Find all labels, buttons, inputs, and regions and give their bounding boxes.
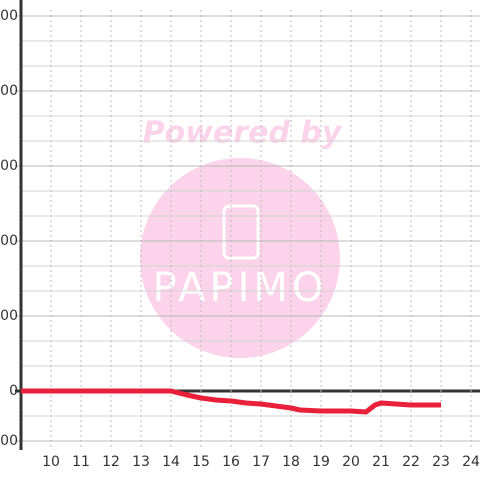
x-tick-label: 19 xyxy=(312,454,330,470)
line-series xyxy=(21,388,441,415)
x-tick-label: 18 xyxy=(282,454,300,470)
x-tick-label: 14 xyxy=(162,454,180,470)
y-tick-label: 150,000 xyxy=(0,8,18,24)
x-tick-label: 13 xyxy=(132,454,150,470)
watermark-logo: PAPIMO xyxy=(153,265,328,311)
y-tick-label: 30,000 xyxy=(0,308,18,324)
x-tick-label: 21 xyxy=(372,454,390,470)
plot xyxy=(21,388,441,415)
watermark: Powered by PAPIMO xyxy=(140,116,343,358)
x-tick-label: 12 xyxy=(102,454,120,470)
x-tick-label: 24 xyxy=(462,454,480,470)
x-tick-label: 17 xyxy=(252,454,270,470)
x-tick-label: 16 xyxy=(222,454,240,470)
x-tick-label: 23 xyxy=(432,454,450,470)
y-tick-label: 120,000 xyxy=(0,83,18,99)
x-tick-label: 22 xyxy=(402,454,420,470)
y-tick-label: 0 xyxy=(9,383,18,399)
x-tick-label: 15 xyxy=(192,454,210,470)
grid xyxy=(15,0,480,450)
y-tick-label: 90,000 xyxy=(0,158,18,174)
x-tick-label: 10 xyxy=(42,454,60,470)
y-tick-label: -20,000 xyxy=(0,433,18,449)
y-tick-label: 60,000 xyxy=(0,233,18,249)
x-tick-label: 11 xyxy=(72,454,90,470)
watermark-phone xyxy=(222,204,260,260)
x-tick-label: 20 xyxy=(342,454,360,470)
watermark-top: Powered by xyxy=(143,116,343,151)
